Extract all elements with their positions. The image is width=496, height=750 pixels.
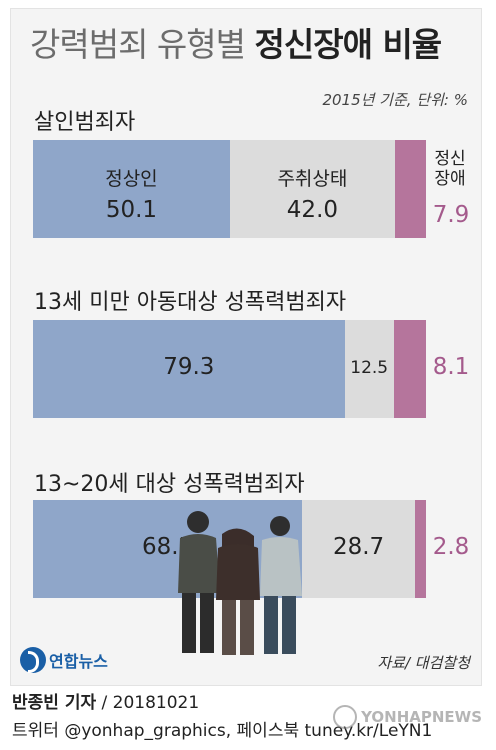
bar-row: 정상인 50.1 주취상태 42.0 bbox=[33, 140, 426, 238]
series-name-label: 주취상태 bbox=[277, 168, 348, 190]
person-right bbox=[260, 516, 302, 654]
mental-value-label: 7.9 bbox=[432, 202, 470, 228]
mental-header-label: 정신 장애 bbox=[430, 149, 470, 189]
reporter-date: / 20181021 bbox=[96, 693, 200, 713]
title-bold: 정신장애 비율 bbox=[254, 25, 443, 64]
watermark-text: YONHAPNEWS bbox=[361, 708, 482, 726]
mental-value-label: 2.8 bbox=[432, 534, 470, 560]
mental-header-line: 장애 bbox=[434, 168, 466, 189]
bar-segment bbox=[393, 320, 426, 418]
bar-segment bbox=[33, 320, 345, 418]
bar-segment bbox=[394, 140, 426, 238]
title-plain: 강력범죄 유형별 bbox=[30, 25, 246, 64]
category-label: 13세 미만 아동대상 성폭력범죄자 bbox=[34, 290, 347, 315]
chart-subtitle: 2015년 기준, 단위: % bbox=[322, 91, 468, 109]
mental-value-label: 8.1 bbox=[432, 354, 470, 380]
value-label: 42.0 bbox=[286, 197, 339, 223]
reporter-credit: 반종빈 기자 / 20181021 bbox=[12, 688, 199, 713]
source-note: 자료/ 대검찰청 bbox=[377, 654, 470, 672]
reporter-name: 반종빈 기자 bbox=[12, 693, 97, 713]
mental-header-line: 정신 bbox=[434, 149, 466, 169]
series-name-label: 정상인 bbox=[105, 168, 158, 190]
yonhap-watermark-icon bbox=[333, 705, 358, 729]
person-middle bbox=[216, 528, 260, 655]
category-label: 살인범죄자 bbox=[34, 110, 136, 135]
social-credit: 트위터 @yonhap_graphics, 페이스북 tuney.kr/LeYN… bbox=[12, 721, 433, 741]
chart-title: 강력범죄 유형별 정신장애 비율 bbox=[30, 18, 443, 66]
bar-segment bbox=[344, 320, 394, 418]
person-left bbox=[178, 511, 220, 653]
bar-segment bbox=[33, 140, 230, 238]
value-label: 12.5 bbox=[350, 358, 389, 378]
bar-row: 79.3 12.5 bbox=[33, 320, 426, 418]
value-label: 79.3 bbox=[163, 354, 215, 380]
category-label: 13~20세 대상 성폭력범죄자 bbox=[34, 472, 305, 497]
bar-segment bbox=[414, 500, 426, 598]
logo-text: 연합뉴스 bbox=[49, 652, 108, 671]
bar-segment bbox=[229, 140, 395, 238]
yonhap-logo-icon bbox=[20, 647, 46, 673]
segment-label: 정상인 50.1 bbox=[33, 164, 230, 223]
people-escort-illustration bbox=[178, 511, 302, 655]
value-label: 50.1 bbox=[105, 197, 158, 223]
bar-segment bbox=[302, 500, 415, 598]
segment-label: 주취상태 42.0 bbox=[230, 164, 395, 223]
watermark: YONHAPNEWS bbox=[333, 705, 482, 729]
value-label: 28.7 bbox=[332, 534, 385, 560]
yonhap-logo: 연합뉴스 bbox=[20, 647, 108, 673]
